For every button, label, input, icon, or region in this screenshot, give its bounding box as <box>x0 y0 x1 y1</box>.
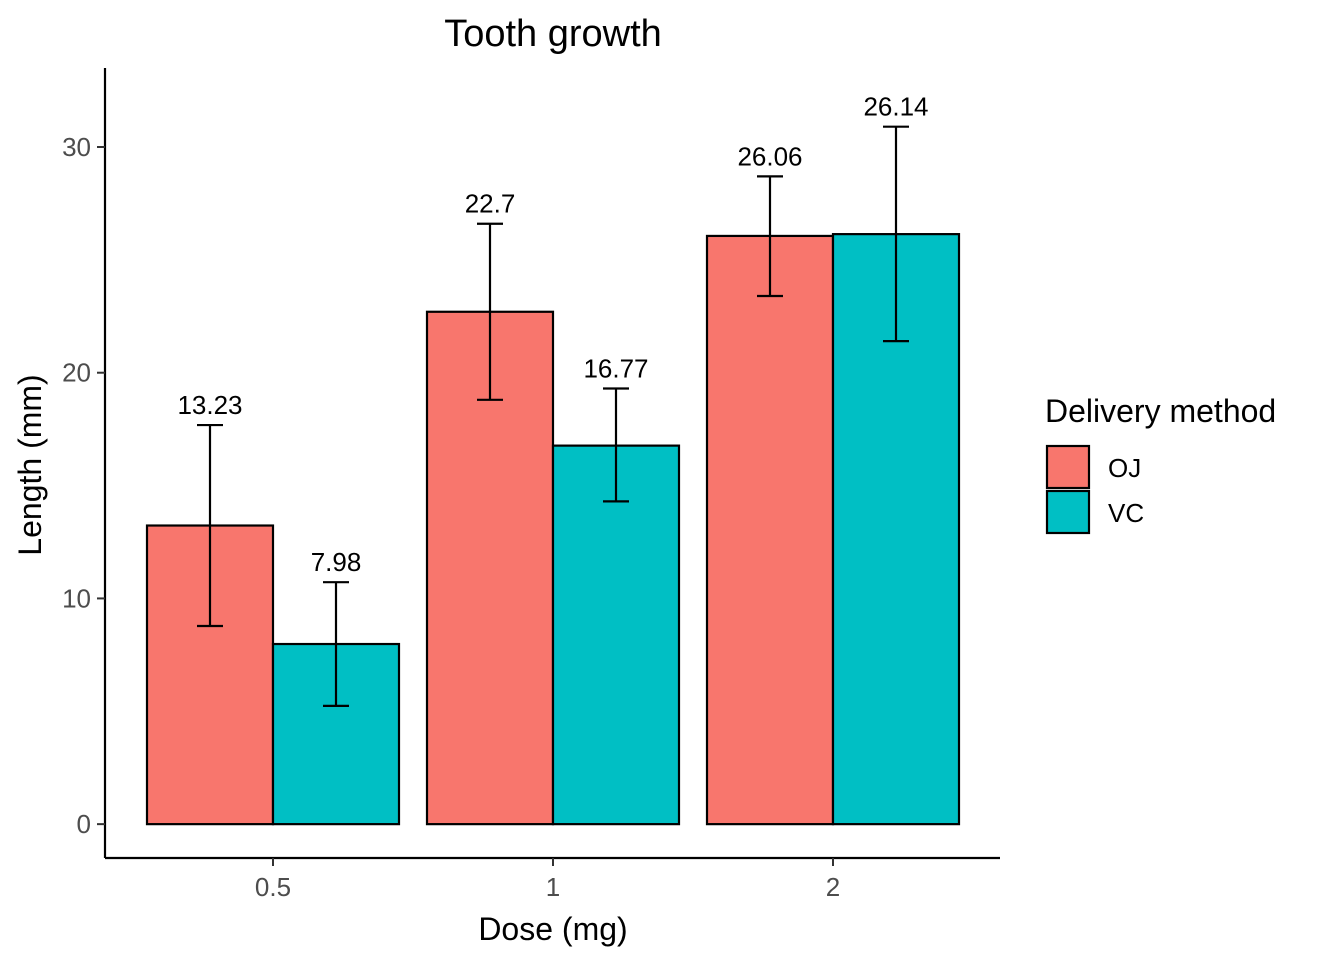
data-label: 7.98 <box>311 547 362 577</box>
error-bar <box>757 175 783 298</box>
data-label: 22.7 <box>465 189 516 219</box>
legend: Delivery method OJ VC <box>1045 393 1276 535</box>
x-tick-label: 0.5 <box>255 872 291 902</box>
y-tick-label: 30 <box>62 132 91 162</box>
chart-title: Tooth growth <box>444 13 662 55</box>
legend-title: Delivery method <box>1045 393 1276 429</box>
y-axis-title: Length (mm) <box>12 374 48 555</box>
y-tick-label: 0 <box>77 809 91 839</box>
legend-label-oj: OJ <box>1108 453 1141 483</box>
error-bar <box>323 581 349 707</box>
bar-oj-2 <box>705 234 835 826</box>
x-tick-label: 2 <box>826 872 840 902</box>
data-label: 26.14 <box>863 92 928 122</box>
bar-vc-1 <box>551 444 681 826</box>
x-axis-title: Dose (mg) <box>478 911 627 947</box>
y-tick-label: 10 <box>62 583 91 613</box>
error-bar <box>477 222 503 401</box>
error-bar <box>603 387 629 503</box>
legend-swatch-oj <box>1045 444 1091 490</box>
x-tick-label: 1 <box>546 872 560 902</box>
data-label: 26.06 <box>737 141 802 171</box>
data-label: 16.77 <box>583 354 648 384</box>
plot-area: 0 10 20 30 0.5 1 2 13.23 22.7 26.06 7.98 16.77 26.14 <box>62 68 1000 902</box>
y-tick-label: 20 <box>62 358 91 388</box>
legend-label-vc: VC <box>1108 498 1144 528</box>
error-bar <box>883 125 909 343</box>
error-bar <box>197 423 223 628</box>
data-label: 13.23 <box>177 390 242 420</box>
legend-swatch-vc <box>1045 489 1091 535</box>
